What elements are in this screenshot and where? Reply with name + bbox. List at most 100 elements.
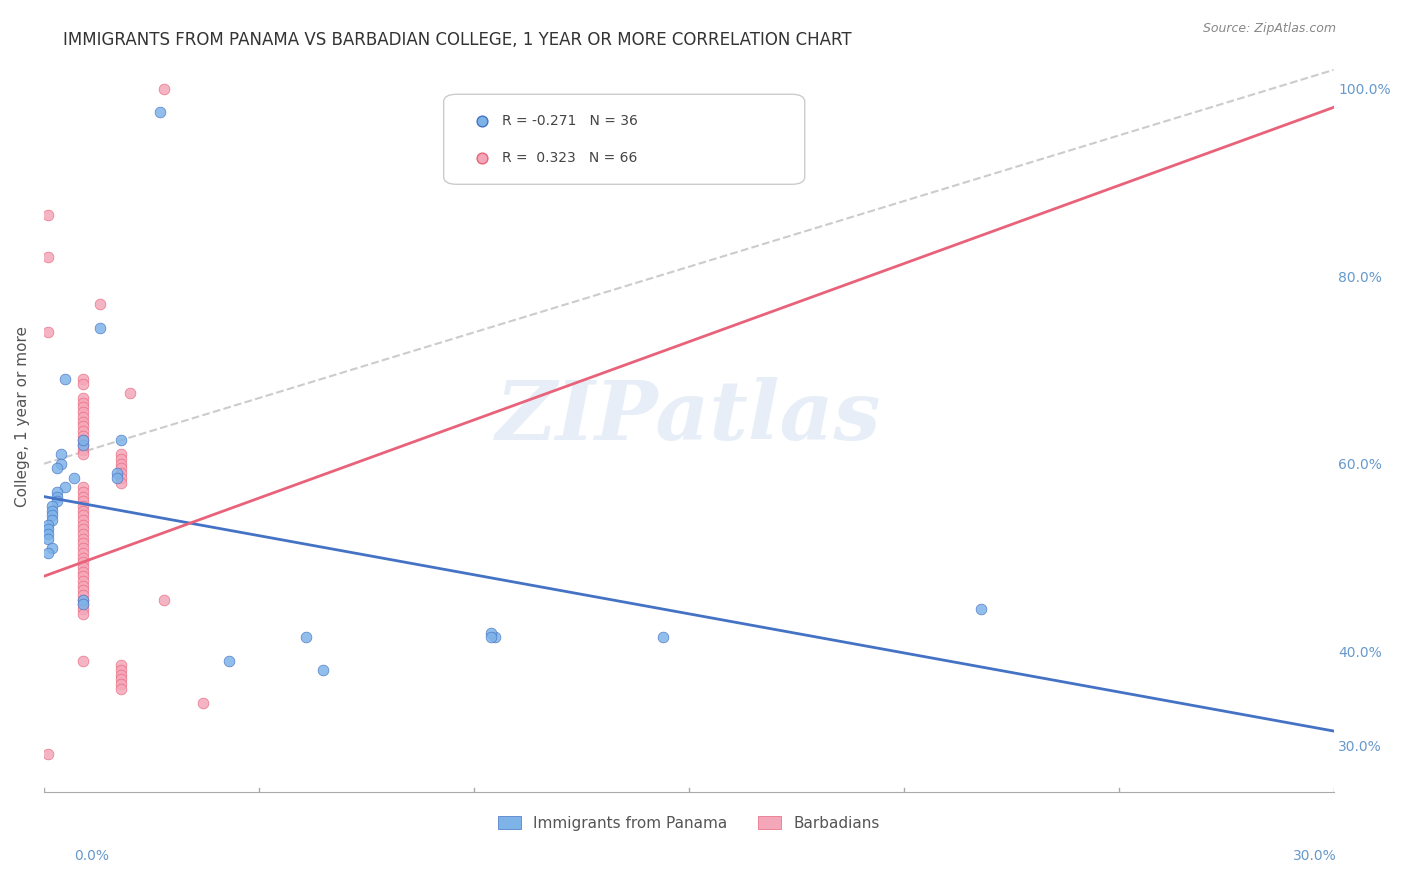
Point bbox=[72, 415, 94, 429]
Point bbox=[72, 550, 94, 565]
Point bbox=[110, 461, 132, 475]
Y-axis label: College, 1 year or more: College, 1 year or more bbox=[15, 326, 30, 508]
Point bbox=[72, 409, 94, 424]
Point bbox=[72, 527, 94, 541]
Point bbox=[72, 434, 94, 448]
Point bbox=[72, 598, 94, 612]
Point bbox=[45, 494, 67, 508]
Point bbox=[110, 471, 132, 485]
Point bbox=[72, 583, 94, 598]
Point bbox=[72, 405, 94, 419]
Point bbox=[72, 588, 94, 602]
Point bbox=[72, 401, 94, 415]
Point bbox=[72, 532, 94, 546]
Text: R = -0.271   N = 36: R = -0.271 N = 36 bbox=[502, 113, 637, 128]
Point bbox=[41, 541, 63, 556]
Point bbox=[72, 602, 94, 616]
Point bbox=[41, 508, 63, 523]
Point bbox=[63, 471, 86, 485]
Text: R =  0.323   N = 66: R = 0.323 N = 66 bbox=[502, 151, 637, 165]
Point bbox=[110, 667, 132, 681]
Point bbox=[89, 320, 111, 334]
Point bbox=[105, 466, 128, 480]
Point bbox=[72, 508, 94, 523]
Text: ZIPatlas: ZIPatlas bbox=[496, 376, 882, 457]
Point bbox=[72, 607, 94, 621]
Point bbox=[72, 569, 94, 583]
Point bbox=[72, 442, 94, 457]
Point bbox=[37, 208, 59, 222]
Point bbox=[72, 424, 94, 438]
Point bbox=[295, 630, 318, 644]
Point bbox=[72, 434, 94, 448]
Point bbox=[118, 386, 141, 401]
Point bbox=[37, 251, 59, 265]
Point bbox=[72, 494, 94, 508]
Text: 0.0%: 0.0% bbox=[75, 849, 108, 863]
Point bbox=[55, 372, 77, 386]
Text: IMMIGRANTS FROM PANAMA VS BARBADIAN COLLEGE, 1 YEAR OR MORE CORRELATION CHART: IMMIGRANTS FROM PANAMA VS BARBADIAN COLL… bbox=[63, 31, 852, 49]
Point bbox=[55, 480, 77, 494]
Point bbox=[110, 673, 132, 687]
Point bbox=[72, 396, 94, 410]
Point bbox=[110, 681, 132, 696]
Text: 30.0%: 30.0% bbox=[1292, 849, 1337, 863]
Point bbox=[45, 490, 67, 504]
Point bbox=[970, 602, 993, 616]
Point bbox=[110, 466, 132, 480]
Point bbox=[149, 105, 172, 120]
Point bbox=[153, 592, 176, 607]
FancyBboxPatch shape bbox=[444, 95, 804, 185]
Point bbox=[110, 447, 132, 461]
Point bbox=[37, 517, 59, 532]
Point bbox=[72, 391, 94, 405]
Point bbox=[37, 522, 59, 536]
Point bbox=[72, 546, 94, 560]
Point bbox=[72, 522, 94, 536]
Point bbox=[651, 630, 673, 644]
Point bbox=[110, 475, 132, 490]
Point bbox=[72, 513, 94, 527]
Point bbox=[45, 461, 67, 475]
Point bbox=[153, 81, 176, 95]
Point bbox=[72, 438, 94, 452]
Point bbox=[72, 499, 94, 513]
Point bbox=[110, 452, 132, 467]
Point bbox=[110, 434, 132, 448]
Point bbox=[37, 532, 59, 546]
Point bbox=[72, 592, 94, 607]
Point bbox=[89, 297, 111, 311]
Point bbox=[37, 527, 59, 541]
Point bbox=[72, 541, 94, 556]
Point bbox=[72, 592, 94, 607]
Point bbox=[72, 419, 94, 434]
Point bbox=[72, 574, 94, 588]
Point bbox=[484, 630, 506, 644]
Point bbox=[37, 546, 59, 560]
Point bbox=[37, 747, 59, 762]
Point bbox=[191, 696, 214, 710]
Text: Source: ZipAtlas.com: Source: ZipAtlas.com bbox=[1202, 22, 1336, 36]
Point bbox=[72, 555, 94, 569]
Point bbox=[72, 598, 94, 612]
Point bbox=[72, 503, 94, 517]
Point bbox=[72, 372, 94, 386]
Point bbox=[110, 658, 132, 673]
Point bbox=[72, 560, 94, 574]
Point bbox=[72, 565, 94, 579]
Point bbox=[72, 536, 94, 550]
Point bbox=[45, 484, 67, 499]
Point bbox=[72, 490, 94, 504]
Point bbox=[110, 457, 132, 471]
Point bbox=[105, 471, 128, 485]
Point bbox=[72, 654, 94, 668]
Point bbox=[41, 503, 63, 517]
Point bbox=[41, 499, 63, 513]
Point bbox=[49, 447, 72, 461]
Point bbox=[72, 579, 94, 593]
Point bbox=[49, 457, 72, 471]
Point bbox=[41, 513, 63, 527]
Point bbox=[218, 654, 240, 668]
Point bbox=[72, 484, 94, 499]
Legend: Immigrants from Panama, Barbadians: Immigrants from Panama, Barbadians bbox=[492, 810, 886, 837]
